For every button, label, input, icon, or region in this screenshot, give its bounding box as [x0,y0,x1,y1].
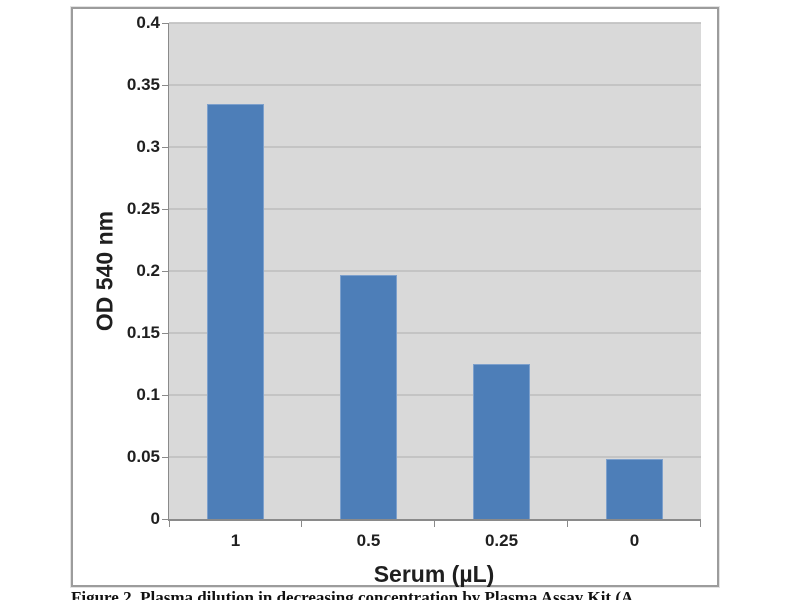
y-tick-label: 0.05 [126,447,160,466]
y-tick-label: 0.3 [136,137,160,156]
y-tick-mark [162,271,168,272]
x-tick-label: 0.25 [484,531,519,550]
bar [207,103,264,519]
y-tick-label: 0.15 [126,323,160,342]
x-axis-title: Serum (µL) [373,561,495,587]
x-tick-mark [434,521,435,527]
x-tick-label: 0 [629,531,640,550]
y-tick-label: 0.2 [136,261,160,280]
x-tick-mark [567,521,568,527]
x-tick-label: 0.5 [356,531,381,550]
gridline [169,84,701,86]
y-tick-mark [162,209,168,210]
y-tick-label: 0.25 [126,199,160,218]
gridline [169,270,701,272]
gridline [169,394,701,396]
x-tick-mark [301,521,302,527]
y-tick-label: 0.35 [126,75,160,94]
y-tick-mark [162,85,168,86]
y-axis-title: OD 540 nm [91,210,118,332]
figure-frame: 0 0.05 0.1 0.15 0.2 0.25 0.3 0.35 0.4 1 0.5 0.25 0 S… [71,7,719,587]
x-tick-mark [169,521,170,527]
y-tick-mark [162,457,168,458]
gridline [169,456,701,458]
x-tick-mark [700,521,701,527]
gridline [169,208,701,210]
y-tick-mark [162,395,168,396]
y-tick-mark [162,333,168,334]
bar [340,274,397,519]
bar [473,364,530,519]
y-tick-mark [162,519,168,520]
bar [606,459,663,519]
plot-area: 0 0.05 0.1 0.15 0.2 0.25 0.3 0.35 0.4 1 0.5 0.25 0 [127,14,701,550]
gridline [169,332,701,334]
y-tick-label: 0.1 [136,385,160,404]
y-tick-mark [162,147,168,148]
y-tick-label: 0 [150,509,160,528]
figure-caption: Figure 2. Plasma dilution in decreasing … [71,588,634,600]
x-tick-label: 1 [230,531,241,550]
y-tick-label: 0.4 [136,13,160,32]
gridline [169,22,701,24]
gridline [169,146,701,148]
y-tick-mark [162,23,168,24]
